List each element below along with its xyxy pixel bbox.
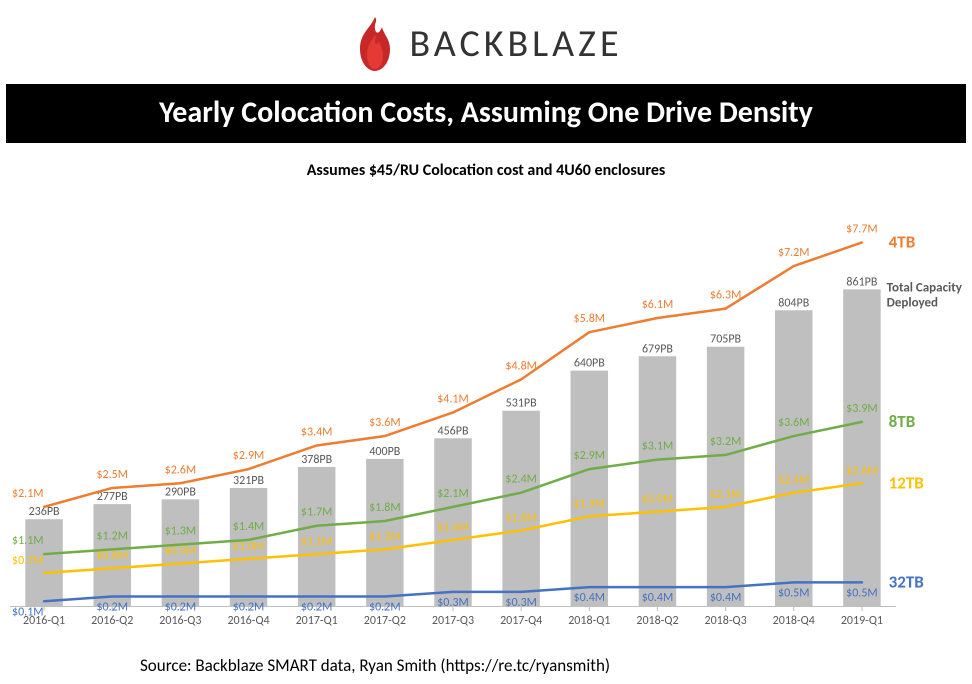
x-axis-label: 2017-Q4: [500, 614, 542, 628]
line-value-label: $2.6M: [165, 463, 197, 477]
bar-value-label: 400PB: [369, 445, 400, 459]
line-value-label: $0.2M: [233, 601, 265, 615]
combo-chart: 236PB2016-Q1277PB2016-Q2290PB2016-Q3321P…: [6, 200, 966, 630]
brand-row: BACKBLAZE: [0, 0, 972, 80]
page-title: Yearly Colocation Costs, Assuming One Dr…: [6, 84, 966, 143]
source-text: Source: Backblaze SMART data, Ryan Smith…: [140, 655, 610, 676]
page-root: BACKBLAZE Yearly Colocation Costs, Assum…: [0, 0, 972, 684]
line-value-label: $1.4M: [233, 520, 265, 534]
line-value-label: $2.6M: [846, 464, 878, 478]
line-value-label: $1.4M: [437, 521, 469, 535]
line-value-label: $0.9M: [165, 545, 197, 559]
line-value-label: $0.2M: [165, 601, 197, 615]
line-value-label: $3.1M: [642, 440, 674, 454]
line-series-label: 8TB: [889, 411, 916, 432]
x-axis-label: 2017-Q2: [364, 614, 406, 628]
line-value-label: $0.3M: [505, 596, 537, 610]
bar-value-label: 290PB: [165, 485, 196, 499]
bars-series-label: Total CapacityDeployed: [887, 280, 963, 310]
line-value-label: $2.9M: [233, 449, 265, 463]
bar-value-label: 640PB: [574, 357, 605, 371]
bar-value-label: 378PB: [301, 453, 332, 467]
line-value-label: $0.3M: [437, 596, 469, 610]
x-axis-label: 2016-Q3: [159, 614, 201, 628]
line-value-label: $1.6M: [505, 511, 537, 525]
line-value-label: $1.9M: [574, 497, 606, 511]
bar-value-label: 321PB: [233, 474, 264, 488]
capacity-bar: [502, 411, 539, 606]
line-value-label: $0.5M: [778, 586, 810, 600]
line-value-label: $2.1M: [437, 487, 469, 501]
line-value-label: $7.7M: [846, 222, 878, 236]
line-value-label: $0.7M: [12, 554, 44, 568]
capacity-bar: [775, 310, 812, 606]
line-value-label: $1.2M: [369, 530, 401, 544]
capacity-bar: [571, 371, 608, 606]
bar-value-label: 531PB: [506, 397, 537, 411]
flame-icon: [350, 15, 400, 73]
x-axis-label: 2018-Q4: [773, 614, 815, 628]
x-axis-label: 2017-Q3: [432, 614, 474, 628]
x-axis-label: 2018-Q1: [568, 614, 610, 628]
line-value-label: $3.2M: [710, 435, 742, 449]
line-value-label: $0.2M: [96, 601, 128, 615]
line-value-label: $3.6M: [778, 416, 810, 430]
line-value-label: $7.2M: [778, 246, 810, 260]
brand-text: BACKBLAZE: [410, 21, 623, 67]
line-series-label: 12TB: [889, 472, 924, 493]
line-value-label: $1.1M: [301, 535, 333, 549]
line-value-label: $2.9M: [574, 449, 606, 463]
line-value-label: $1.1M: [12, 534, 44, 548]
line-value-label: $2.1M: [12, 487, 44, 501]
line-value-label: $1.2M: [96, 529, 128, 543]
line-value-label: $1.8M: [369, 501, 401, 515]
line-value-label: $0.2M: [369, 601, 401, 615]
line-value-label: $0.4M: [710, 591, 742, 605]
line-value-label: $0.4M: [642, 591, 674, 605]
line-value-label: $3.4M: [301, 425, 333, 439]
x-axis-label: 2018-Q2: [636, 614, 678, 628]
line-series-label: 4TB: [889, 231, 916, 252]
bar-value-label: 804PB: [778, 296, 809, 310]
bar-value-label: 679PB: [642, 342, 673, 356]
line-value-label: $1.0M: [233, 540, 265, 554]
line-series-label: 32TB: [889, 571, 924, 592]
line-value-label: $0.2M: [301, 601, 333, 615]
line-value-label: $0.8M: [96, 549, 128, 563]
line-value-label: $2.1M: [710, 488, 742, 502]
line-value-label: $4.8M: [505, 359, 537, 373]
line-value-label: $0.1M: [12, 605, 44, 619]
x-axis-label: 2019-Q1: [841, 614, 883, 628]
capacity-bar: [639, 356, 676, 606]
line-value-label: $6.1M: [642, 298, 674, 312]
bar-value-label: 705PB: [710, 333, 741, 347]
bar-value-label: 456PB: [438, 424, 469, 438]
line-value-label: $1.3M: [165, 525, 197, 539]
x-axis-label: 2016-Q2: [91, 614, 133, 628]
capacity-bar: [843, 289, 880, 606]
subtitle: Assumes $45/RU Colocation cost and 4U60 …: [0, 161, 972, 180]
capacity-bar: [707, 347, 744, 606]
bar-value-label: 861PB: [846, 275, 877, 289]
line-value-label: $6.3M: [710, 289, 742, 303]
x-axis-label: 2016-Q4: [227, 614, 269, 628]
line-value-label: $2.0M: [642, 493, 674, 507]
x-axis-label: 2018-Q3: [705, 614, 747, 628]
chart-area: 236PB2016-Q1277PB2016-Q2290PB2016-Q3321P…: [6, 200, 966, 630]
line-value-label: $5.8M: [574, 312, 606, 326]
line-value-label: $0.4M: [574, 591, 606, 605]
line-value-label: $3.9M: [846, 402, 878, 416]
line-value-label: $2.4M: [778, 474, 810, 488]
line-value-label: $2.5M: [96, 468, 128, 482]
line-value-label: $1.7M: [301, 506, 333, 520]
line-value-label: $3.6M: [369, 416, 401, 430]
x-axis-label: 2017-Q1: [296, 614, 338, 628]
line-value-label: $4.1M: [437, 392, 469, 406]
line-value-label: $0.5M: [846, 586, 878, 600]
line-value-label: $2.4M: [505, 473, 537, 487]
